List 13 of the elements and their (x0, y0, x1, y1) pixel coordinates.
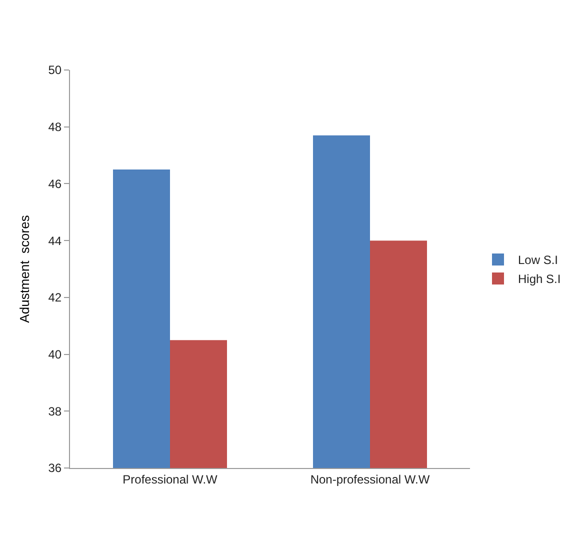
legend-label: High S.I (518, 272, 561, 286)
y-tick-label: 38 (48, 404, 62, 418)
y-axis-title: Adustment scores (17, 214, 32, 323)
y-tick-label: 36 (48, 461, 62, 476)
y-tick-label: 40 (48, 347, 62, 362)
y-tick-label: 42 (48, 290, 62, 305)
y-tick-label: 44 (48, 234, 62, 248)
x-tick-label: Non-professional W.W (310, 472, 430, 486)
y-tick-label: 46 (48, 176, 62, 191)
x-tick-label: Professional W.W (122, 472, 218, 486)
y-tick-label: 50 (48, 63, 62, 78)
y-tick-label: 48 (48, 120, 62, 134)
legend-label: Low S.I (518, 253, 558, 268)
